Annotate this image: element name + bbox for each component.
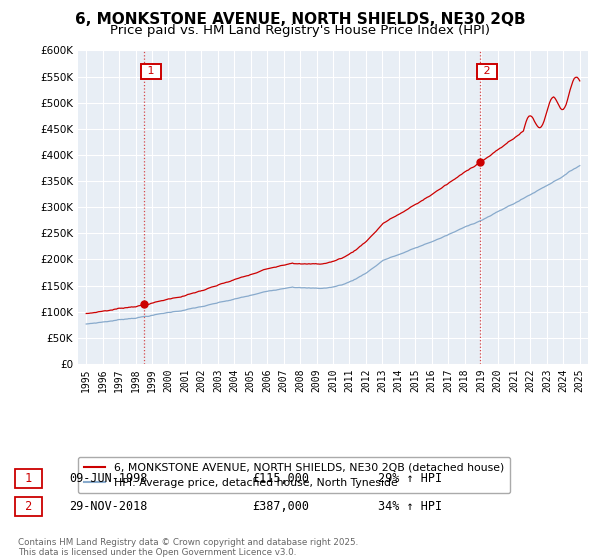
- Text: 1: 1: [144, 66, 158, 76]
- Text: 34% ↑ HPI: 34% ↑ HPI: [378, 500, 442, 514]
- Text: Contains HM Land Registry data © Crown copyright and database right 2025.
This d: Contains HM Land Registry data © Crown c…: [18, 538, 358, 557]
- Text: £115,000: £115,000: [252, 472, 309, 486]
- Text: Price paid vs. HM Land Registry's House Price Index (HPI): Price paid vs. HM Land Registry's House …: [110, 24, 490, 36]
- Legend: 6, MONKSTONE AVENUE, NORTH SHIELDS, NE30 2QB (detached house), HPI: Average pric: 6, MONKSTONE AVENUE, NORTH SHIELDS, NE30…: [79, 457, 510, 493]
- Text: 6, MONKSTONE AVENUE, NORTH SHIELDS, NE30 2QB: 6, MONKSTONE AVENUE, NORTH SHIELDS, NE30…: [74, 12, 526, 27]
- Text: 29% ↑ HPI: 29% ↑ HPI: [378, 472, 442, 486]
- Text: 09-JUN-1998: 09-JUN-1998: [69, 472, 148, 486]
- Text: £387,000: £387,000: [252, 500, 309, 514]
- Text: 29-NOV-2018: 29-NOV-2018: [69, 500, 148, 514]
- Text: 2: 2: [18, 500, 40, 514]
- Text: 1: 1: [18, 472, 40, 486]
- Text: 2: 2: [479, 66, 494, 76]
